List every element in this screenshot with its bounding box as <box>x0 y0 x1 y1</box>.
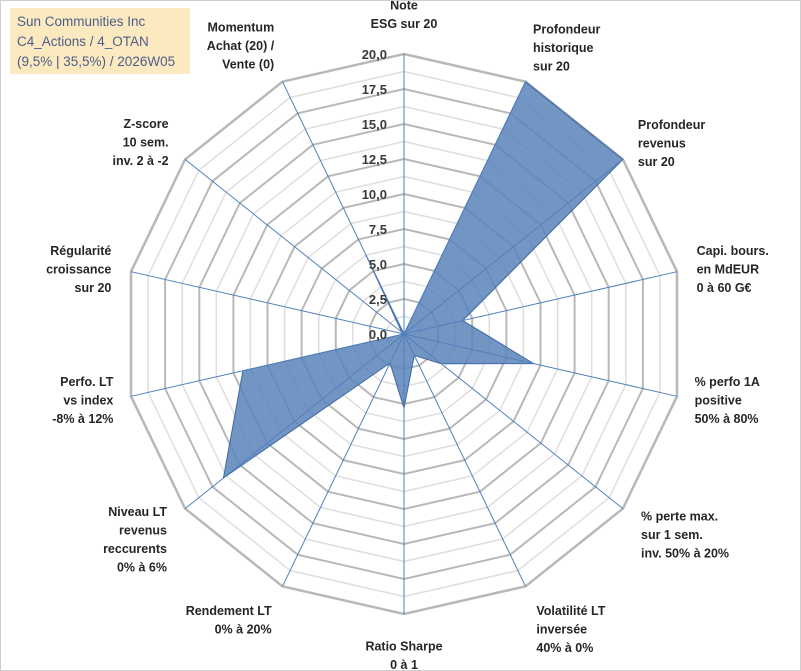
axis-spoke <box>184 333 405 509</box>
axis-label: Profondeur historique sur 20 <box>533 23 600 74</box>
axis-label: % perte max. sur 1 sem. inv. 50% à 20% <box>641 509 729 560</box>
tick-label: 12,5 <box>362 152 387 167</box>
chart-title-box: Sun Communities Inc C4_Actions / 4_OTAN … <box>10 8 190 74</box>
axis-spoke <box>403 333 678 397</box>
axis-label: Régularité croissance sur 20 <box>46 244 111 295</box>
axis-label: Rendement LT 0% à 20% <box>186 604 272 637</box>
axis-spoke <box>403 333 624 509</box>
axis-spoke <box>403 271 678 335</box>
tick-label: 15,0 <box>362 117 387 132</box>
axis-label: % perfo 1A positive 50% à 80% <box>695 375 760 426</box>
axis-spoke <box>403 81 526 335</box>
classification-label: C4_Actions / 4_OTAN <box>17 34 149 49</box>
series-area-0 <box>222 80 624 480</box>
company-name: Sun Communities Inc <box>17 14 146 29</box>
axis-label: Z-score 10 sem. inv. 2 à -2 <box>113 117 169 168</box>
axis-label: Niveau LT revenus reccurents 0% à 6% <box>103 505 167 575</box>
axis-label: Volatilité LT inversée 40% à 0% <box>536 604 605 655</box>
tick-label: 10,0 <box>362 187 387 202</box>
tick-label: 7,5 <box>369 222 387 237</box>
axis-label: Ratio Sharpe 0 à 1 <box>365 640 442 671</box>
tick-label: 17,5 <box>362 82 387 97</box>
axis-label: Capi. bours. en MdEUR 0 à 60 G€ <box>697 244 769 295</box>
axis-spoke <box>282 81 405 335</box>
axis-label: Profondeur revenus sur 20 <box>638 118 705 169</box>
axis-label: Perfo. LT vs index -8% à 12% <box>52 375 114 426</box>
tick-label: 0,0 <box>369 327 387 342</box>
axis-label: Note ESG sur 20 <box>371 1 438 31</box>
tick-label: 2,5 <box>369 292 387 307</box>
tick-label: 5,0 <box>369 257 387 272</box>
axis-spoke <box>282 333 405 587</box>
axis-spoke <box>130 271 405 335</box>
axis-spoke <box>403 333 526 587</box>
subtitle-label: (9,5% | 35,5%) / 2026W05 <box>17 54 176 69</box>
axis-spoke <box>130 333 405 397</box>
axis-spoke <box>403 159 624 335</box>
tick-label: 20,0 <box>362 47 387 62</box>
axis-label: Momentum Achat (20) / Vente (0) <box>207 21 275 72</box>
axis-spoke <box>184 159 405 335</box>
